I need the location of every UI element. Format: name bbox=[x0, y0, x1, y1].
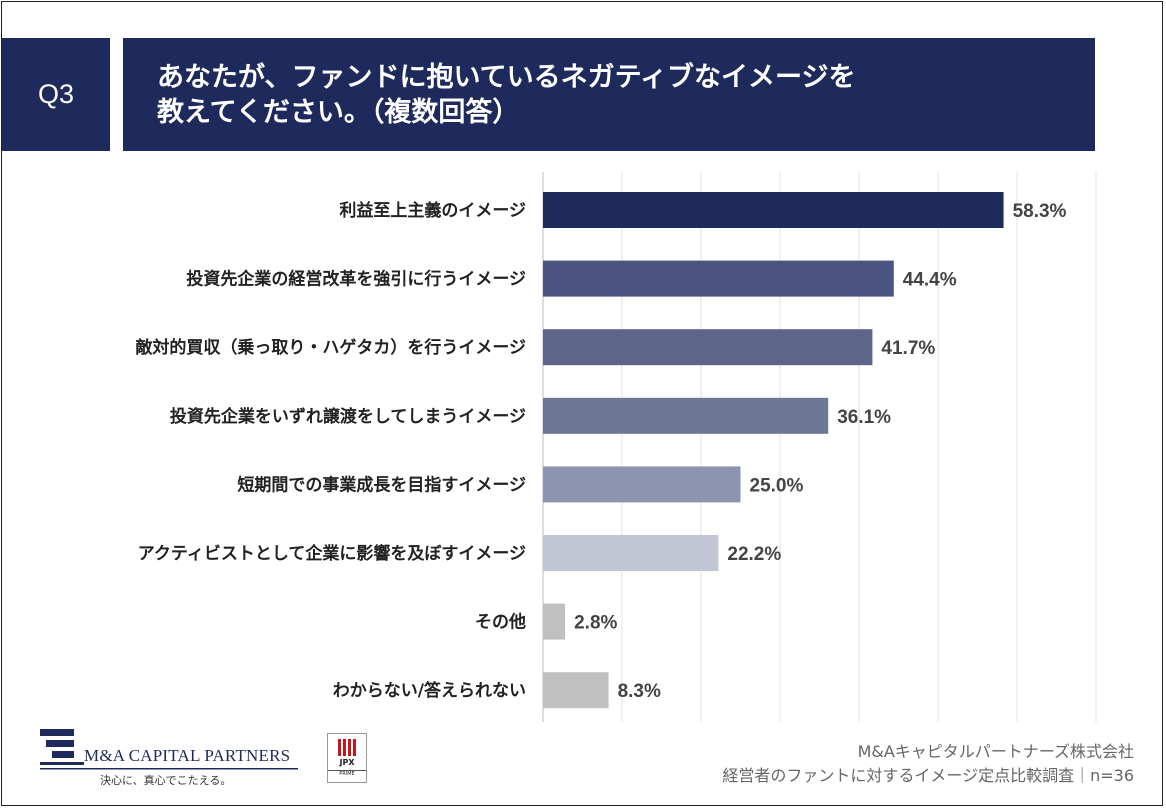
question-badge: Q3 bbox=[2, 38, 110, 151]
value-label: 36.1% bbox=[837, 407, 891, 428]
jpx-prime-logo: JPX PRIME bbox=[327, 733, 367, 783]
bar bbox=[543, 260, 894, 297]
bar bbox=[543, 535, 719, 571]
question-number: Q3 bbox=[37, 79, 75, 109]
bar bbox=[543, 672, 609, 709]
category-label: わからない/答えられない bbox=[333, 680, 526, 701]
value-label: 41.7% bbox=[881, 338, 935, 359]
jpx-mark-icon bbox=[338, 739, 356, 756]
bar bbox=[543, 603, 566, 640]
bar bbox=[543, 192, 1004, 228]
value-label: 22.2% bbox=[727, 544, 781, 565]
category-label: アクティビストとして企業に影響を及ぼすイメージ bbox=[138, 543, 526, 564]
category-label: 投資先企業の経営改革を強引に行うイメージ bbox=[186, 269, 526, 290]
jpx-label: JPX bbox=[339, 758, 355, 767]
jpx-prime-label: PRIME bbox=[328, 770, 366, 777]
value-label: 44.4% bbox=[903, 270, 957, 291]
bar bbox=[543, 397, 829, 434]
category-label: 短期間での事業成長を目指すイメージ bbox=[237, 474, 526, 495]
question-title-line-2: 教えてください。（複数回答） bbox=[157, 97, 520, 128]
category-label: 利益至上主義のイメージ bbox=[339, 200, 526, 221]
category-label: 投資先企業をいずれ譲渡をしてしまうイメージ bbox=[170, 406, 526, 427]
value-label: 25.0% bbox=[750, 475, 804, 496]
question-title: あなたが、ファンドに抱いているネガティブなイメージを 教えてください。（複数回答… bbox=[123, 38, 1095, 151]
logo-name: M&A CAPITAL PARTNERS bbox=[84, 746, 291, 765]
question-title-line-1: あなたが、ファンドに抱いているネガティブなイメージを bbox=[157, 62, 856, 93]
logo-underline bbox=[40, 768, 298, 770]
company-logo: M&A CAPITAL PARTNERS 決心に、真心でこたえる。 bbox=[40, 727, 300, 791]
bar bbox=[543, 466, 741, 503]
value-label: 58.3% bbox=[1013, 201, 1067, 222]
value-label: 8.3% bbox=[618, 681, 661, 702]
footer-survey: 経営者のファントに対するイメージ定点比較調査｜n=36 bbox=[722, 766, 1134, 785]
footer: M&Aキャピタルパートナーズ株式会社 経営者のファントに対するイメージ定点比較調… bbox=[722, 740, 1134, 788]
category-label: その他 bbox=[475, 612, 526, 633]
bar bbox=[543, 329, 873, 366]
footer-company: M&Aキャピタルパートナーズ株式会社 bbox=[857, 742, 1134, 761]
category-label: 敵対的買収（乗っ取り・ハゲタカ）を行うイメージ bbox=[135, 337, 526, 358]
value-label: 2.8% bbox=[574, 613, 617, 634]
logo-mark-icon bbox=[40, 729, 84, 765]
logo-tagline: 決心に、真心でこたえる。 bbox=[100, 774, 232, 787]
